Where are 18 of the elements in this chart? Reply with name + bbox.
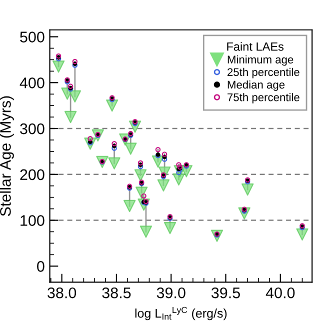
x-tick-label: 39.0 xyxy=(156,287,186,298)
y-tick-label: 0 xyxy=(37,261,44,272)
x-tick-label: 39.5 xyxy=(211,287,240,298)
y-tick-label: 300 xyxy=(20,123,44,134)
y-axis-title: Stellar Age (Myrs) xyxy=(0,96,14,216)
legend-label: 25th percentile xyxy=(228,68,300,78)
legend-label: 75th percentile xyxy=(228,93,300,104)
legend-label: Minimum age xyxy=(228,55,294,66)
x-axis-title: log L$_{Int}$$^{LyC}$ (erg/s) xyxy=(135,306,227,320)
y-tick-label: 100 xyxy=(20,215,44,226)
legend-title: Faint LAEs xyxy=(227,42,284,51)
y-tick-label: 400 xyxy=(20,78,44,88)
x-tick-label: 38.0 xyxy=(48,287,76,298)
x-tick-label: 38.5 xyxy=(102,287,131,298)
y-tick-label: 200 xyxy=(20,169,44,180)
y-tick-label: 500 xyxy=(20,32,44,42)
x-tick-label: 40.0 xyxy=(266,287,295,298)
legend-label: Median age xyxy=(228,80,285,91)
